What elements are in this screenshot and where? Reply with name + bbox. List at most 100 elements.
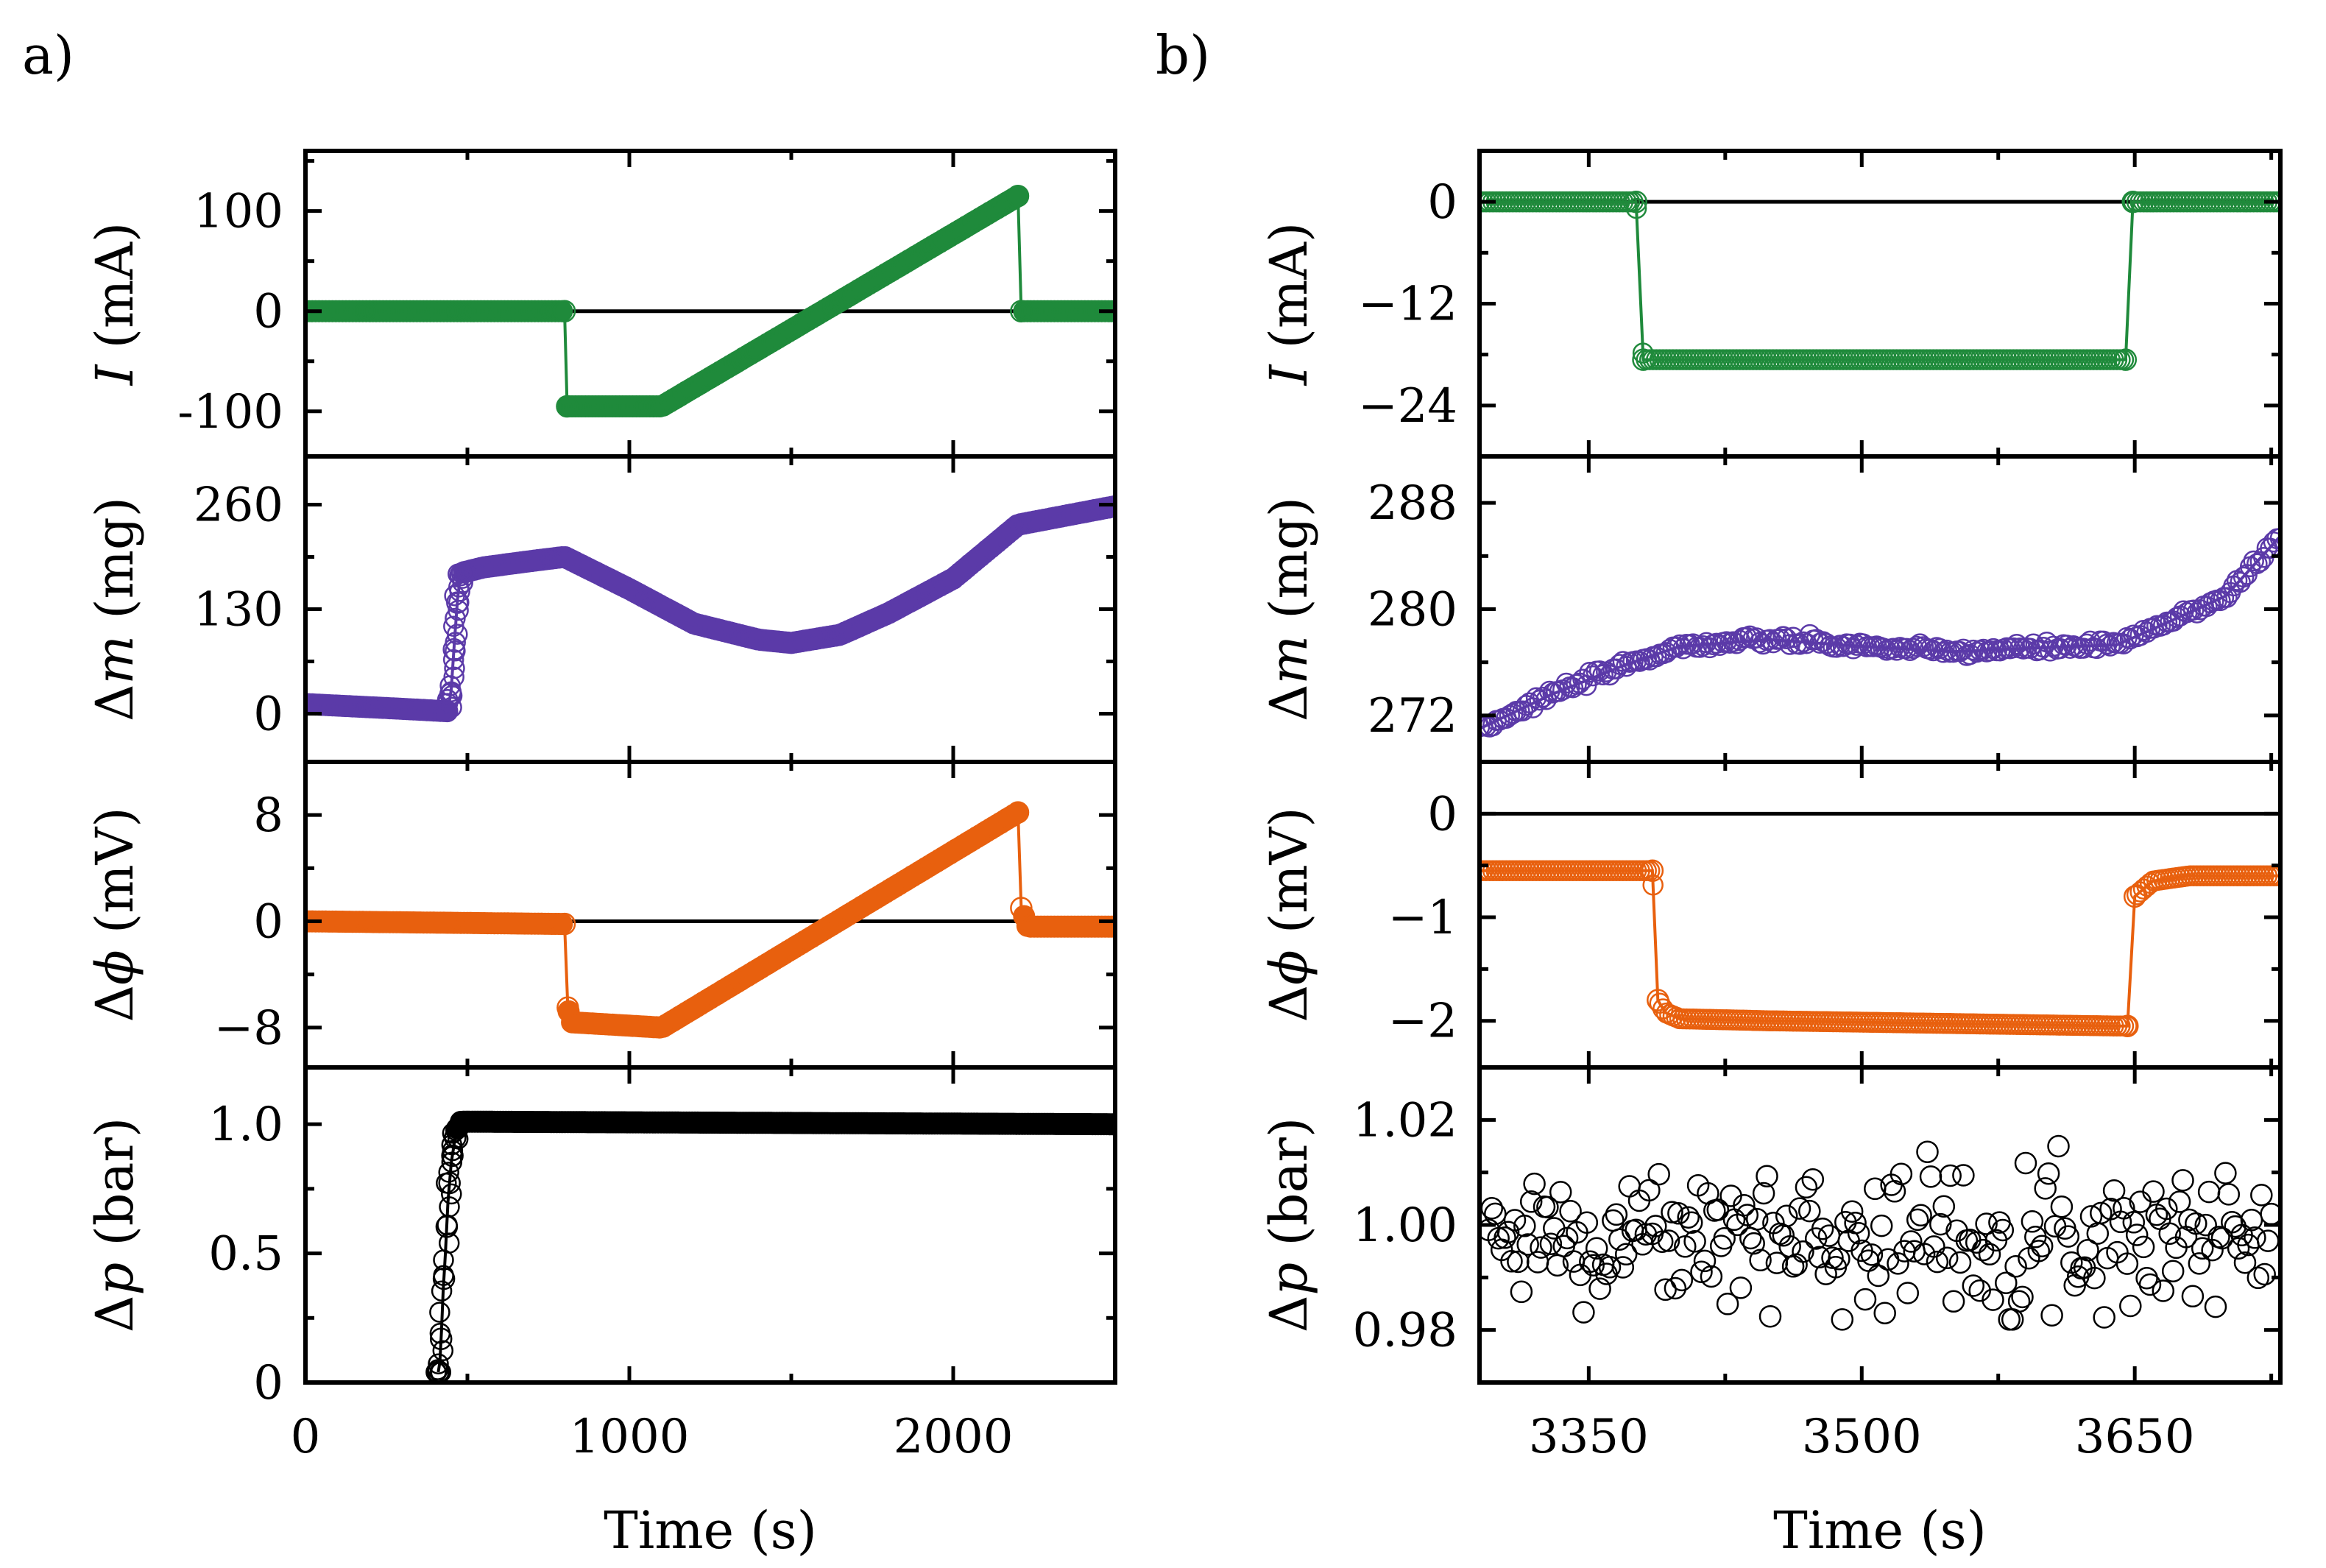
y-tick-label: 0	[253, 285, 283, 339]
data-point	[1539, 1232, 1563, 1255]
data-point	[1612, 651, 1634, 672]
data-point	[2109, 1210, 2132, 1234]
data-point	[1512, 700, 1534, 721]
data-point	[2123, 885, 2146, 908]
data-point	[1010, 300, 1033, 322]
data-point	[1618, 1175, 1641, 1198]
y-tick-label: 0	[253, 687, 283, 741]
data-point	[1657, 1229, 1680, 1252]
y-axis-title: Δp (bar)	[1259, 1117, 1319, 1332]
x-tick-label: 1000	[570, 1410, 690, 1464]
subplot-frame	[303, 1065, 1117, 1385]
data-point	[1811, 1217, 1834, 1240]
data-point	[1742, 1232, 1765, 1255]
data-point	[1919, 1165, 1943, 1188]
data-point	[1526, 1251, 1549, 1274]
data-point	[1847, 1222, 1870, 1245]
data-point	[1840, 1200, 1864, 1223]
data-point	[2188, 1252, 2211, 1275]
data-point	[1499, 704, 1521, 727]
y-axis-prefix: Δ	[1259, 684, 1319, 721]
data-point	[1890, 1162, 1913, 1186]
data-point	[1510, 1280, 1533, 1304]
plot-area	[425, 1110, 1115, 1382]
data-point	[1582, 665, 1604, 687]
data-point	[2256, 1229, 2280, 1252]
subplot-b-2: −2 −1 0 Δϕ (mV)	[1259, 760, 2283, 1070]
data-point	[1588, 660, 1611, 682]
data-point	[2269, 865, 2280, 886]
data-point	[1860, 1243, 1884, 1266]
y-axis-unit: (mV)	[85, 807, 145, 950]
y-tick-label: 0	[1427, 175, 1457, 230]
y-axis-unit: (mg)	[1259, 497, 1319, 635]
data-point	[2034, 1177, 2057, 1200]
data-point	[2161, 1260, 2185, 1282]
data-point	[2233, 566, 2255, 588]
data-point	[1642, 875, 1664, 896]
data-point	[428, 1353, 449, 1374]
y-axis-symbol: m	[85, 635, 145, 684]
data-point	[2152, 1279, 2175, 1302]
y-axis-unit: (mA)	[1259, 222, 1319, 365]
data-point	[1979, 640, 2001, 662]
y-axis-symbol: p	[85, 1262, 145, 1296]
data-point	[2006, 633, 2028, 655]
data-point	[2250, 1184, 2273, 1207]
data-point	[1812, 631, 1834, 652]
data-point	[1906, 1208, 1929, 1232]
data-point	[1939, 1164, 1962, 1187]
data-point	[433, 1265, 454, 1286]
data-point	[2197, 1180, 2221, 1204]
data-point	[442, 649, 464, 671]
data-point	[1670, 1268, 1694, 1292]
x-axis-title: Time (s)	[604, 1500, 817, 1561]
data-point	[1536, 1196, 1559, 1219]
plot-area	[305, 184, 1115, 418]
data-point	[1932, 642, 1954, 663]
subplot-b-1: 272 280 288 Δm (mg)	[1259, 454, 2283, 764]
data-point	[2233, 1251, 2257, 1274]
data-point	[2132, 1235, 2155, 1259]
data-point	[2244, 1226, 2266, 1249]
data-point	[1654, 1278, 1677, 1302]
y-axis-symbol: I	[1259, 364, 1319, 386]
data-point	[1605, 1203, 1628, 1226]
data-point	[2194, 1213, 2217, 1237]
data-point	[2217, 1183, 2241, 1206]
y-tick-label: 1.0	[208, 1098, 283, 1152]
data-point	[1729, 1276, 1753, 1299]
data-point	[1706, 1198, 1730, 1221]
data-point	[1006, 184, 1030, 208]
data-point	[2121, 190, 2144, 213]
data-point	[445, 640, 466, 662]
y-tick-label: 1.02	[1353, 1093, 1458, 1148]
data-point	[1525, 687, 1547, 709]
data-point	[432, 1340, 454, 1362]
data-point	[1516, 1233, 1539, 1256]
data-point	[1519, 1190, 1543, 1213]
data-point	[556, 395, 579, 418]
data-point	[1592, 664, 1613, 686]
data-point	[1572, 1301, 1595, 1324]
data-point	[2090, 1201, 2113, 1225]
data-point	[1689, 637, 1711, 658]
data-point	[1798, 1199, 1821, 1223]
data-point	[1759, 629, 1781, 650]
subplot-frame	[1477, 454, 2283, 764]
y-axis-title: Δϕ (mV)	[85, 807, 145, 1022]
data-point	[1795, 1176, 1818, 1199]
data-point	[2040, 1304, 2063, 1327]
data-point	[443, 666, 464, 688]
data-point	[1775, 1204, 1798, 1228]
data-point	[1733, 1194, 1756, 1217]
data-point	[2050, 1195, 2074, 1218]
chart-panel-b: −24 −12 0 I (mA) 272 280 288 Δm (mg) −2 −1 0 Δϕ (mV…	[1259, 149, 2283, 1561]
data-point	[1975, 1212, 1998, 1235]
data-point	[1625, 197, 1647, 219]
data-point	[1693, 1249, 1717, 1273]
data-point	[1903, 638, 1924, 660]
data-point	[556, 996, 579, 1020]
data-point	[2249, 551, 2272, 573]
y-axis-unit: (bar)	[1259, 1117, 1319, 1262]
